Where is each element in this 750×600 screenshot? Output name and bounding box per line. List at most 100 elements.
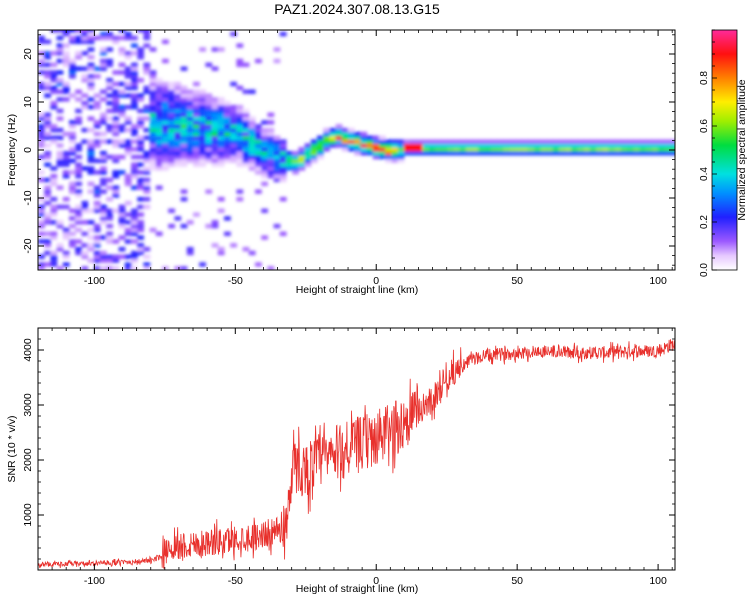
spectrogram-cell (118, 204, 126, 210)
spectrogram-cell (69, 74, 76, 79)
spectrogram-cell (168, 112, 175, 117)
spectrogram-cell (56, 51, 64, 56)
spectrogram-cell (224, 101, 231, 106)
spectrogram-cell (403, 147, 411, 152)
spectrogram-cell (230, 112, 237, 117)
spectrogram-cell (93, 66, 101, 71)
spectrogram-cell (106, 124, 113, 129)
spectrogram-cell (87, 139, 95, 144)
spectrogram-cell (174, 154, 182, 160)
spectrogram-cell (162, 104, 169, 110)
spectrogram-cell (93, 74, 101, 79)
spectrogram-cell (211, 116, 219, 121)
spectrogram-cell (267, 151, 275, 156)
spectrogram-cell (118, 154, 126, 160)
spectrogram-cell (137, 250, 144, 256)
spectrogram-cell (230, 147, 237, 152)
spectrogram-cell (44, 55, 51, 60)
spectrogram-cell (310, 154, 318, 160)
spectrogram-cell (69, 93, 76, 98)
spectrogram-cell (131, 127, 138, 133)
spectrogram-cell (106, 185, 113, 190)
spectrogram-cell (558, 139, 566, 144)
spectrogram-cell (242, 112, 250, 117)
spectrogram-cell (93, 227, 101, 233)
spectrogram-cell (38, 239, 45, 244)
spectrogram-cell (149, 101, 157, 106)
spectrogram-cell (38, 58, 45, 64)
spectrogram-cell (261, 166, 268, 171)
spectrogram-cell (168, 223, 175, 229)
spectrogram-cell (137, 116, 144, 121)
spectrogram-cell (255, 166, 262, 171)
spectrogram-cell (62, 174, 70, 179)
spectrogram-cell (112, 193, 120, 198)
spectrogram-cell (174, 162, 182, 167)
spectrogram-cell (87, 85, 95, 91)
spectrogram-cell (658, 143, 665, 148)
spectrogram-cell (614, 143, 622, 148)
spectrogram-cell (118, 220, 126, 225)
spectrogram-cell (459, 151, 467, 156)
spectrogram-cell (100, 139, 107, 144)
spectrogram-cell (131, 154, 138, 160)
spectrogram-cell (614, 151, 622, 156)
spectrogram-cell (69, 216, 76, 221)
spectrogram-cell (38, 135, 45, 140)
spectrogram-cell (38, 208, 45, 213)
spectrogram-cell (75, 89, 82, 94)
spectrogram-cell (385, 154, 392, 160)
spectrogram-cell (155, 120, 163, 125)
spectrogram-cell (87, 30, 95, 33)
snr-series-line (38, 339, 675, 570)
spectrogram-cell (87, 81, 95, 87)
spectrogram-cell (205, 62, 213, 67)
spectrogram-cell (633, 147, 641, 152)
spectrogram-cell (124, 66, 132, 71)
spectrogram-cell (248, 143, 256, 148)
spectrogram-cell (131, 81, 138, 87)
spectrogram-cell (155, 81, 163, 87)
spectrogram-cell (118, 70, 126, 75)
spectrogram-cell (217, 139, 225, 144)
spectrogram-cell (335, 139, 343, 144)
spectrogram-cell (323, 131, 330, 137)
spectrogram-cell (236, 62, 244, 67)
spectrogram-cell (93, 200, 101, 206)
spectrogram-cell (162, 266, 169, 270)
spectrogram-cell (242, 62, 250, 67)
spectrogram-cell (205, 93, 213, 98)
spectrogram-cell (106, 127, 113, 133)
spectrogram-cell (106, 239, 113, 244)
spectrogram-cell (69, 62, 76, 67)
spectrogram-cell (174, 151, 182, 156)
spectrogram-cell (565, 143, 572, 148)
spectrogram-cell (484, 151, 492, 156)
spectrogram-cell (93, 93, 101, 98)
spectrogram-cell (391, 151, 399, 156)
spectrogram-cell (193, 158, 200, 163)
spectrogram-cell (100, 189, 107, 194)
spectrogram-cell (459, 139, 467, 144)
spectrogram-cell (366, 143, 374, 148)
spectrogram-cell (273, 170, 281, 175)
spectrogram-cell (217, 250, 225, 256)
spectrogram-cell (205, 112, 213, 117)
spectrogram-cell (56, 247, 64, 252)
spectrogram-cell (143, 31, 151, 37)
spectrogram-cell (255, 262, 262, 267)
spectrogram-cell (124, 181, 132, 187)
spectrogram-cell (186, 131, 194, 137)
spectrogram-cell (627, 151, 634, 156)
spectrogram-xtick-label: -50 (228, 275, 243, 287)
spectrogram-cell (211, 124, 219, 129)
spectrogram-cell (224, 124, 231, 129)
spectrogram-cell (100, 220, 107, 225)
spectrogram-cell (162, 158, 169, 163)
spectrogram-cell (217, 108, 225, 114)
spectrogram-cell (56, 97, 64, 102)
spectrogram-cell (410, 143, 417, 148)
spectrogram-cell (124, 85, 132, 91)
spectrogram-cell (379, 147, 386, 152)
